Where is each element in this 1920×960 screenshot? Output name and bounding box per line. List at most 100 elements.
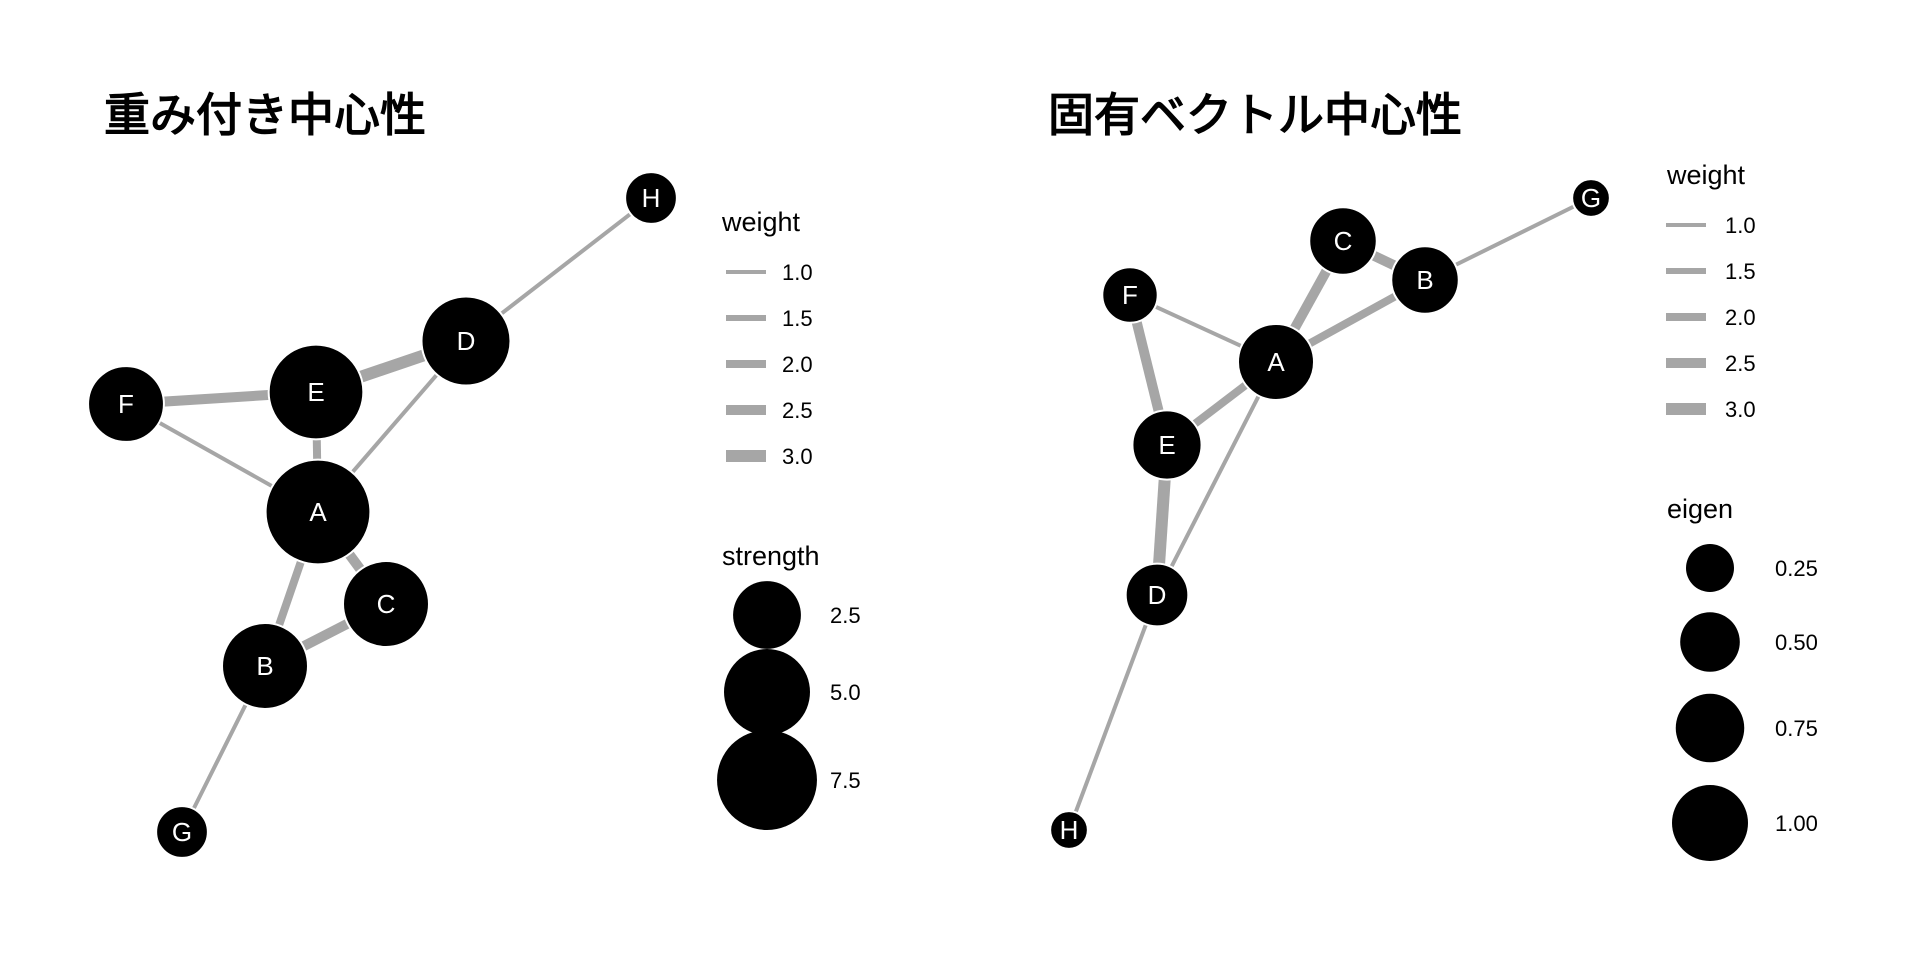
edge-A-D <box>1155 361 1278 596</box>
node-B: B <box>221 622 309 710</box>
weight-legend-label: 3.0 <box>1725 397 1756 422</box>
node-F-circle <box>87 365 165 443</box>
node-A: A <box>264 458 372 566</box>
panel-1-strength-legend: strength 2.5 5.0 7.5 <box>717 541 861 830</box>
node-E: E <box>267 343 365 441</box>
node-D: D <box>1124 562 1190 628</box>
size-legend-item: 1.00 <box>1672 785 1818 861</box>
node-C-circle <box>342 560 430 648</box>
node-C: C <box>342 560 430 648</box>
node-B-circle <box>1390 245 1460 315</box>
panel-1-strength-legend-title: strength <box>722 541 820 571</box>
node-A: A <box>1237 323 1315 401</box>
node-G-circle <box>1571 178 1611 218</box>
size-legend-key <box>733 581 801 649</box>
node-C-label: C <box>377 589 396 619</box>
weight-legend-item: 1.5 <box>1666 259 1756 284</box>
size-legend-key <box>1686 544 1734 592</box>
node-D: D <box>420 295 512 387</box>
panel-1-nodes: A B C D E F G H <box>87 171 678 859</box>
node-F: F <box>1101 266 1159 324</box>
size-legend-label: 0.50 <box>1775 630 1818 655</box>
node-C-label: C <box>1334 226 1353 256</box>
node-E-label: E <box>1158 430 1175 460</box>
size-legend-item: 2.5 <box>733 581 861 649</box>
node-H-circle <box>624 171 678 225</box>
node-D-label: D <box>1148 580 1167 610</box>
size-legend-key <box>717 730 817 830</box>
node-H: H <box>1049 810 1089 850</box>
edge-D-H <box>1067 594 1159 831</box>
size-legend-item: 0.75 <box>1675 693 1818 763</box>
node-H-circle <box>1049 810 1089 850</box>
size-legend-key <box>1675 693 1745 763</box>
node-A-circle <box>1237 323 1315 401</box>
node-H-label: H <box>642 183 661 213</box>
node-C: C <box>1308 206 1378 276</box>
weight-legend-item: 1.5 <box>726 306 813 331</box>
weight-legend-item: 3.0 <box>1666 397 1756 422</box>
panel-1-edges <box>125 196 653 833</box>
size-legend-item: 5.0 <box>724 649 861 735</box>
weight-legend-item: 2.5 <box>1666 351 1756 376</box>
node-E: E <box>1131 409 1203 481</box>
weight-legend-label: 2.5 <box>1725 351 1756 376</box>
weight-legend-label: 1.0 <box>1725 213 1756 238</box>
node-G-label: G <box>1581 183 1601 213</box>
panel-2-title: 固有ベクトル中心性 <box>1048 88 1462 142</box>
node-A-label: A <box>1267 347 1285 377</box>
weight-legend-label: 1.5 <box>1725 259 1756 284</box>
panel-1-weight-legend-title: weight <box>721 207 801 237</box>
panel-2-eigen-legend: eigen 0.25 0.50 0.75 1.00 <box>1667 494 1818 861</box>
node-G-circle <box>155 805 209 859</box>
weight-legend-item: 1.0 <box>1666 213 1756 238</box>
node-G: G <box>1571 178 1611 218</box>
panel-2-weight-legend-title: weight <box>1666 160 1746 190</box>
weight-legend-label: 2.0 <box>1725 305 1756 330</box>
size-legend-key <box>1672 785 1748 861</box>
node-E-circle <box>1131 409 1203 481</box>
node-G: G <box>155 805 209 859</box>
node-H: H <box>624 171 678 225</box>
node-G-label: G <box>172 817 192 847</box>
node-B: B <box>1390 245 1460 315</box>
weight-legend-label: 3.0 <box>782 444 813 469</box>
node-A-circle <box>264 458 372 566</box>
node-F-label: F <box>1122 280 1138 310</box>
weight-legend-item: 2.0 <box>1666 305 1756 330</box>
node-H-label: H <box>1060 815 1079 845</box>
weight-legend-item: 2.0 <box>726 352 813 377</box>
size-legend-key <box>1680 612 1740 672</box>
node-C-circle <box>1308 206 1378 276</box>
node-B-circle <box>221 622 309 710</box>
size-legend-label: 2.5 <box>830 603 861 628</box>
size-legend-label: 1.00 <box>1775 811 1818 836</box>
size-legend-label: 0.75 <box>1775 716 1818 741</box>
panel-1-title: 重み付き中心性 <box>104 88 426 142</box>
weight-legend-item: 3.0 <box>726 444 813 469</box>
node-F-label: F <box>118 389 134 419</box>
weight-legend-label: 1.5 <box>782 306 813 331</box>
node-F-circle <box>1101 266 1159 324</box>
size-legend-item: 0.50 <box>1680 612 1818 672</box>
node-E-label: E <box>307 377 324 407</box>
node-B-label: B <box>1416 265 1433 295</box>
panel-2-weight-legend: weight 1.0 1.5 2.0 2.5 3.0 <box>1666 160 1756 422</box>
size-legend-label: 7.5 <box>830 768 861 793</box>
weight-legend-label: 1.0 <box>782 260 813 285</box>
node-D-circle <box>1124 562 1190 628</box>
node-E-circle <box>267 343 365 441</box>
size-legend-label: 5.0 <box>830 680 861 705</box>
size-legend-key <box>724 649 810 735</box>
panel-eigenvector-centrality: 固有ベクトル中心性 A B C D E F G H weight 1.0 1.5 2.0 2.5 3.… <box>1048 88 1818 861</box>
weight-legend-item: 1.0 <box>726 260 813 285</box>
panel-2-eigen-legend-title: eigen <box>1667 494 1733 524</box>
size-legend-label: 0.25 <box>1775 556 1818 581</box>
node-D-label: D <box>457 326 476 356</box>
panel-1-weight-legend: weight 1.0 1.5 2.0 2.5 3.0 <box>721 207 813 469</box>
node-B-label: B <box>256 651 273 681</box>
node-F: F <box>87 365 165 443</box>
weight-legend-label: 2.0 <box>782 352 813 377</box>
